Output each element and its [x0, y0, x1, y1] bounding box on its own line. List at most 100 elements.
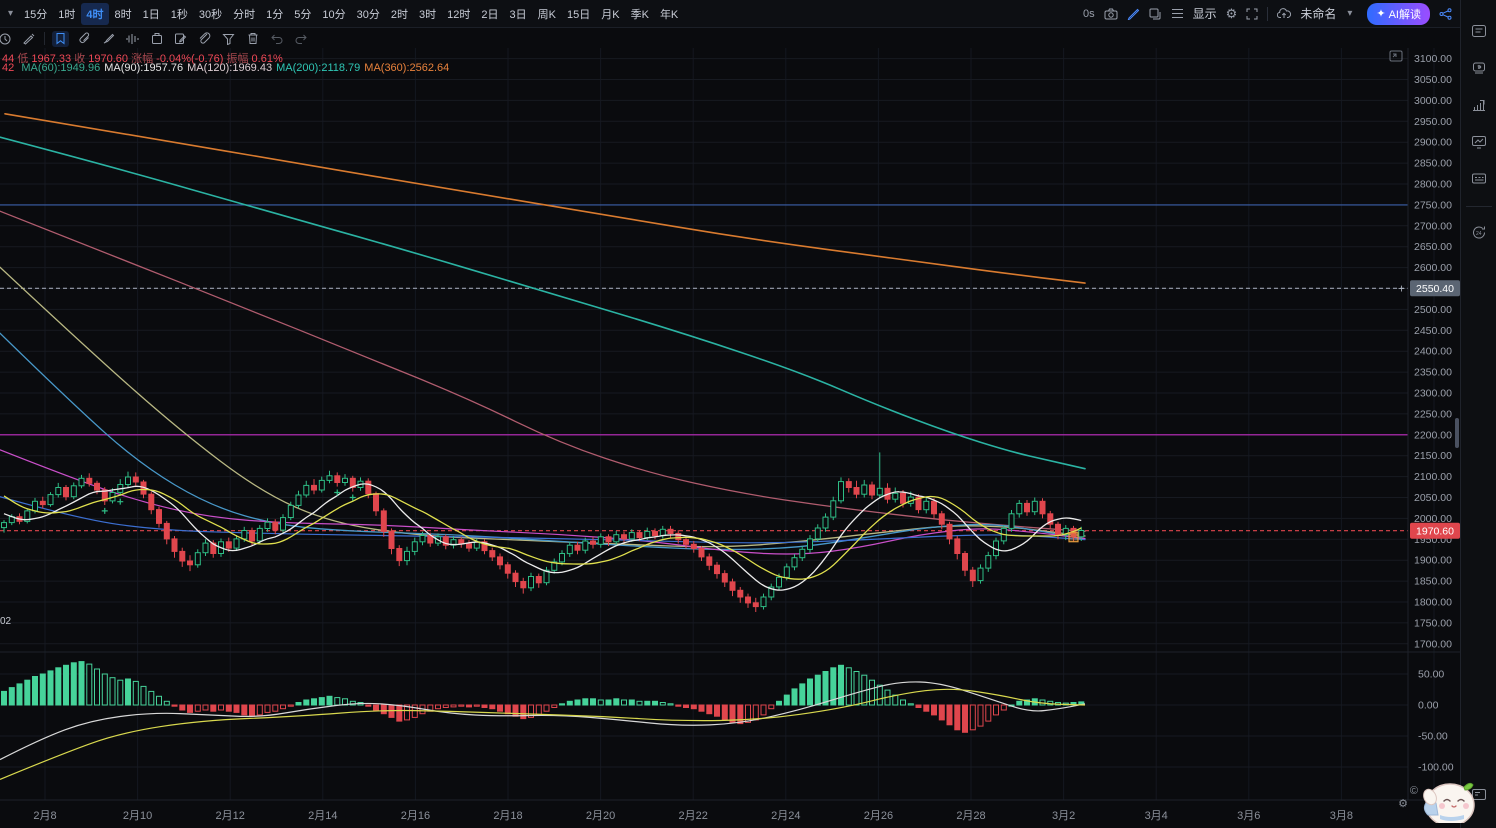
- note-edit-icon[interactable]: [172, 31, 189, 47]
- timeframe-tab[interactable]: 季K: [630, 8, 649, 21]
- svg-text:2050.00: 2050.00: [1414, 492, 1452, 504]
- timeframe-tab[interactable]: 1时: [58, 8, 76, 21]
- level-lines-layer[interactable]: [0, 204, 1408, 532]
- svg-text:2月22: 2月22: [679, 810, 708, 822]
- timeframe-tab[interactable]: 3日: [509, 8, 527, 21]
- timeframe-tab[interactable]: 15日: [567, 8, 591, 21]
- bottom-panel-icon[interactable]: [1471, 788, 1487, 806]
- fast-ma-layer: [3, 483, 1082, 591]
- brush-icon[interactable]: [100, 31, 117, 47]
- list-menu-icon[interactable]: [1171, 8, 1184, 19]
- ai-analyze-button[interactable]: ✦ AI解读: [1367, 2, 1430, 25]
- date-axis[interactable]: 2月8 2月10 2月12 2月14 2月16 2月18 2月20 2月22 2月24 2月26 2…: [33, 810, 1353, 822]
- fullscreen-icon[interactable]: [1246, 8, 1258, 20]
- svg-text:2450.00: 2450.00: [1414, 325, 1452, 337]
- undo-icon[interactable]: [268, 31, 285, 47]
- svg-text:2100.00: 2100.00: [1414, 471, 1452, 483]
- svg-text:1850.00: 1850.00: [1414, 576, 1452, 588]
- price-tags[interactable]: +2550.40 1970.60: [1398, 280, 1460, 539]
- svg-text:3000.00: 3000.00: [1414, 95, 1452, 107]
- svg-text:2月10: 2月10: [123, 810, 152, 822]
- svg-text:2350.00: 2350.00: [1414, 367, 1452, 379]
- timeframe-tab[interactable]: 30分: [356, 8, 380, 21]
- layout-chevron-icon[interactable]: ▾: [1347, 8, 1353, 19]
- timeframe-tab[interactable]: 2时: [390, 8, 409, 21]
- crosshair-pen-icon[interactable]: [20, 31, 37, 47]
- compare-layout-icon[interactable]: [1149, 8, 1162, 20]
- toolbar-divider: [44, 32, 45, 45]
- cloud-save-icon[interactable]: [1277, 8, 1292, 19]
- sparkle-icon: ✦: [1376, 8, 1386, 20]
- ma-legend-row: 42 MA(60):1949.96 MA(90):1957.76 MA(120):1…: [2, 62, 450, 74]
- market-stats-icon[interactable]: [1471, 98, 1487, 117]
- paperclip-icon[interactable]: [76, 31, 93, 47]
- timeframe-tab[interactable]: 3时: [419, 8, 437, 21]
- assistant-mascot[interactable]: [1414, 775, 1480, 828]
- svg-text:2月8: 2月8: [33, 810, 56, 822]
- svg-text:1900.00: 1900.00: [1414, 555, 1452, 567]
- svg-text:2月20: 2月20: [586, 810, 615, 822]
- ma120-line: [0, 210, 1086, 533]
- waveform-icon[interactable]: [124, 31, 141, 47]
- timeframe-tab[interactable]: 12时: [447, 8, 471, 21]
- copyright-mini-icon[interactable]: ©: [1409, 785, 1418, 797]
- history-24h-icon[interactable]: 24: [1471, 225, 1487, 245]
- timeframe-tab[interactable]: 1分: [266, 8, 284, 21]
- gear-icon[interactable]: ⚙: [1225, 6, 1238, 21]
- gear-mini-icon[interactable]: ⚙: [1398, 798, 1408, 810]
- timeframe-tab[interactable]: 4时: [81, 2, 109, 25]
- share-icon[interactable]: [1439, 7, 1452, 20]
- attach-icon[interactable]: [196, 31, 213, 47]
- bookmark-tool-icon[interactable]: [52, 30, 69, 47]
- timeframe-tab[interactable]: 2日: [481, 8, 499, 21]
- svg-text:-50.00: -50.00: [1418, 731, 1448, 743]
- candles-layer[interactable]: [1, 452, 1085, 612]
- timeframe-tab[interactable]: 年K: [659, 8, 679, 21]
- data-card-icon[interactable]: [1471, 172, 1487, 190]
- layout-name[interactable]: 未命名: [1300, 7, 1337, 21]
- timeframe-tab[interactable]: 1日: [142, 8, 160, 21]
- ma-fast-white-line: [3, 483, 1082, 591]
- svg-text:2950.00: 2950.00: [1414, 116, 1452, 128]
- trash-icon[interactable]: [244, 31, 261, 47]
- chevron-down-icon[interactable]: ▾: [8, 8, 14, 19]
- ma-lines-layer: [0, 113, 1086, 555]
- drawing-toolbar: [0, 29, 309, 48]
- timeframe-tab[interactable]: 月K: [601, 8, 620, 21]
- pane-restore-icon[interactable]: [1389, 50, 1403, 62]
- svg-text:2650.00: 2650.00: [1414, 241, 1452, 253]
- currency-exchange-icon[interactable]: [1471, 61, 1487, 80]
- svg-text:2200.00: 2200.00: [1414, 429, 1452, 441]
- timeframe-tab[interactable]: 15分: [24, 8, 48, 21]
- ma-legend-item: MA(360):2562.64: [364, 62, 450, 74]
- macd-lines-layer: [0, 681, 1086, 780]
- chart-style-icon[interactable]: [0, 31, 13, 47]
- timeframe-tab[interactable]: 10分: [322, 8, 346, 21]
- camera-icon[interactable]: [1104, 8, 1118, 20]
- ma-legend-item: MA(200):2118.79: [276, 62, 361, 74]
- ma200-line: [0, 136, 1086, 470]
- timeframe-tab[interactable]: 周K: [537, 8, 556, 21]
- display-toggle[interactable]: 显示: [1192, 7, 1217, 21]
- svg-text:2900.00: 2900.00: [1414, 137, 1452, 149]
- ma-legend-item: MA(60):1949.96: [21, 62, 101, 74]
- timeframe-tab[interactable]: 1秒: [170, 8, 188, 21]
- timeframe-tab[interactable]: 分时: [233, 8, 256, 21]
- timeframe-tab[interactable]: 30秒: [198, 8, 223, 21]
- axis-scrollbar[interactable]: [1455, 418, 1459, 448]
- macd-dea-line: [0, 688, 1086, 780]
- redo-icon[interactable]: [292, 31, 309, 47]
- monitor-chart-icon[interactable]: [1471, 135, 1487, 154]
- news-feed-icon[interactable]: [1471, 24, 1487, 43]
- timeframe-tab[interactable]: 8时: [114, 8, 132, 21]
- ma-legend-item: MA(90):1957.76: [104, 62, 184, 74]
- timeframe-tab[interactable]: 5分: [294, 8, 312, 21]
- svg-text:2800.00: 2800.00: [1414, 179, 1452, 191]
- svg-text:2月26: 2月26: [864, 810, 893, 822]
- filter-funnel-icon[interactable]: [220, 31, 237, 47]
- svg-text:2600.00: 2600.00: [1414, 262, 1452, 274]
- pattern-box-icon[interactable]: [148, 31, 165, 47]
- draw-pen-icon[interactable]: [1127, 7, 1140, 20]
- svg-text:2150.00: 2150.00: [1414, 450, 1452, 462]
